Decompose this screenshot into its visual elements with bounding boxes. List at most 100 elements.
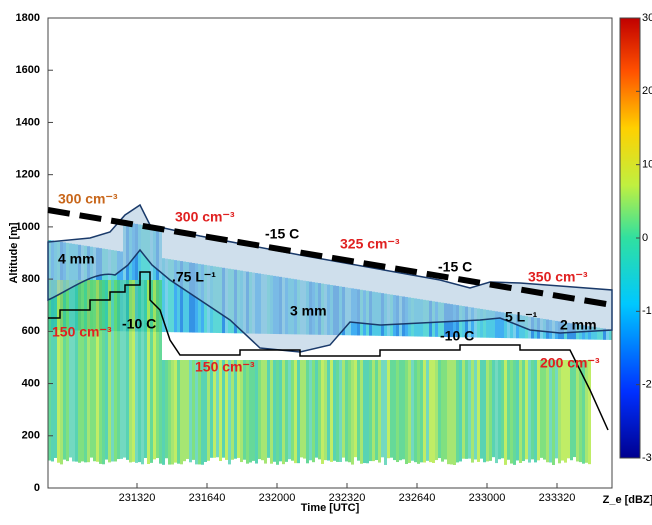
radar-column [510, 360, 513, 464]
x-tick-label: 232640 [399, 492, 436, 504]
radar-column [390, 360, 393, 458]
radar-column [105, 280, 108, 460]
radar-column [327, 360, 330, 461]
radar-column [579, 360, 582, 462]
radar-column [483, 360, 486, 462]
radar-column [180, 360, 183, 464]
radar-column [414, 360, 417, 462]
radar-column [321, 360, 324, 464]
radar-column [525, 360, 528, 459]
radar-column [108, 280, 111, 462]
radar-column [564, 360, 567, 463]
radar-column [381, 360, 384, 457]
radar-column [480, 360, 483, 459]
y-tick-label: 400 [22, 377, 40, 389]
annotation: -10 C [122, 316, 156, 332]
radar-column [456, 360, 459, 462]
radar-column [144, 280, 147, 458]
radar-column [399, 360, 402, 460]
radar-column [471, 360, 474, 463]
radar-column [513, 360, 516, 465]
radar-column [486, 360, 489, 461]
x-tick-label: 231640 [189, 492, 226, 504]
y-tick-label: 0 [34, 482, 40, 494]
radar-column [135, 280, 138, 463]
radar-column [351, 360, 354, 465]
y-tick-label: 1600 [16, 64, 40, 76]
radar-column [384, 360, 387, 465]
radar-column [132, 280, 135, 462]
radar-column [354, 360, 357, 457]
radar-column [159, 280, 162, 464]
radar-column [264, 360, 267, 464]
radar-column [252, 360, 255, 461]
radar-column [369, 360, 372, 461]
radar-column [96, 280, 99, 462]
x-tick-label: 233000 [469, 492, 506, 504]
radar-column [489, 360, 492, 461]
radar-column [273, 360, 276, 462]
annotation: 2 mm [560, 317, 597, 333]
radar-column [366, 360, 369, 463]
radar-column [558, 360, 561, 463]
radar-column [360, 360, 363, 464]
colorbar-tick-label: 30 [642, 12, 652, 24]
radar-column [183, 360, 186, 461]
radar-column [447, 360, 450, 464]
radar-column [426, 360, 429, 461]
radar-column [315, 360, 318, 458]
y-tick-label: 1200 [16, 169, 40, 181]
annotation: -15 C [265, 226, 299, 242]
radar-column [138, 280, 141, 462]
radar-column [276, 360, 279, 465]
radar-column [411, 360, 414, 461]
radar-column [453, 360, 456, 465]
radar-column [261, 360, 264, 460]
radar-column [492, 360, 495, 457]
radar-column [339, 360, 342, 462]
colorbar-tick-label: -10 [642, 305, 652, 317]
radar-column [255, 360, 258, 464]
radar-column [450, 360, 453, 464]
radar-column [393, 360, 396, 460]
radar-column [336, 360, 339, 462]
radar-column [378, 360, 381, 463]
radar-column [468, 360, 471, 459]
radar-column [177, 360, 180, 464]
radar-column [534, 360, 537, 462]
radar-column [171, 360, 174, 464]
annotation: 350 cm⁻³ [528, 269, 588, 285]
radar-column [549, 360, 552, 463]
radar-column [84, 280, 87, 462]
radar-column [357, 360, 360, 461]
radar-column [186, 360, 189, 459]
radar-column [300, 360, 303, 457]
radar-column [141, 280, 144, 464]
colorbar-tick-label: -30 [642, 452, 652, 464]
radar-column [501, 360, 504, 458]
x-tick-label: 233320 [539, 492, 576, 504]
radar-column [588, 360, 591, 464]
radar-column [153, 280, 156, 459]
radar-column [231, 360, 234, 460]
radar-column [507, 360, 510, 460]
radar-column [567, 360, 570, 458]
x-tick-label: 232000 [259, 492, 296, 504]
radar-column [192, 360, 195, 460]
radar-column [474, 360, 477, 459]
radar-column [126, 280, 129, 460]
radar-column [345, 360, 348, 461]
radar-column [408, 360, 411, 463]
radar-column [225, 360, 228, 460]
colorbar-tick-label: 20 [642, 85, 652, 97]
radar-column [99, 280, 102, 464]
radar-column [270, 360, 273, 464]
radar-column [528, 360, 531, 463]
x-tick-label: 232320 [329, 492, 366, 504]
radar-column [267, 360, 270, 458]
y-tick-label: 1400 [16, 116, 40, 128]
radar-column [63, 280, 66, 460]
x-tick-label: 231320 [119, 492, 156, 504]
radar-column [51, 280, 54, 461]
radar-column [429, 360, 432, 462]
